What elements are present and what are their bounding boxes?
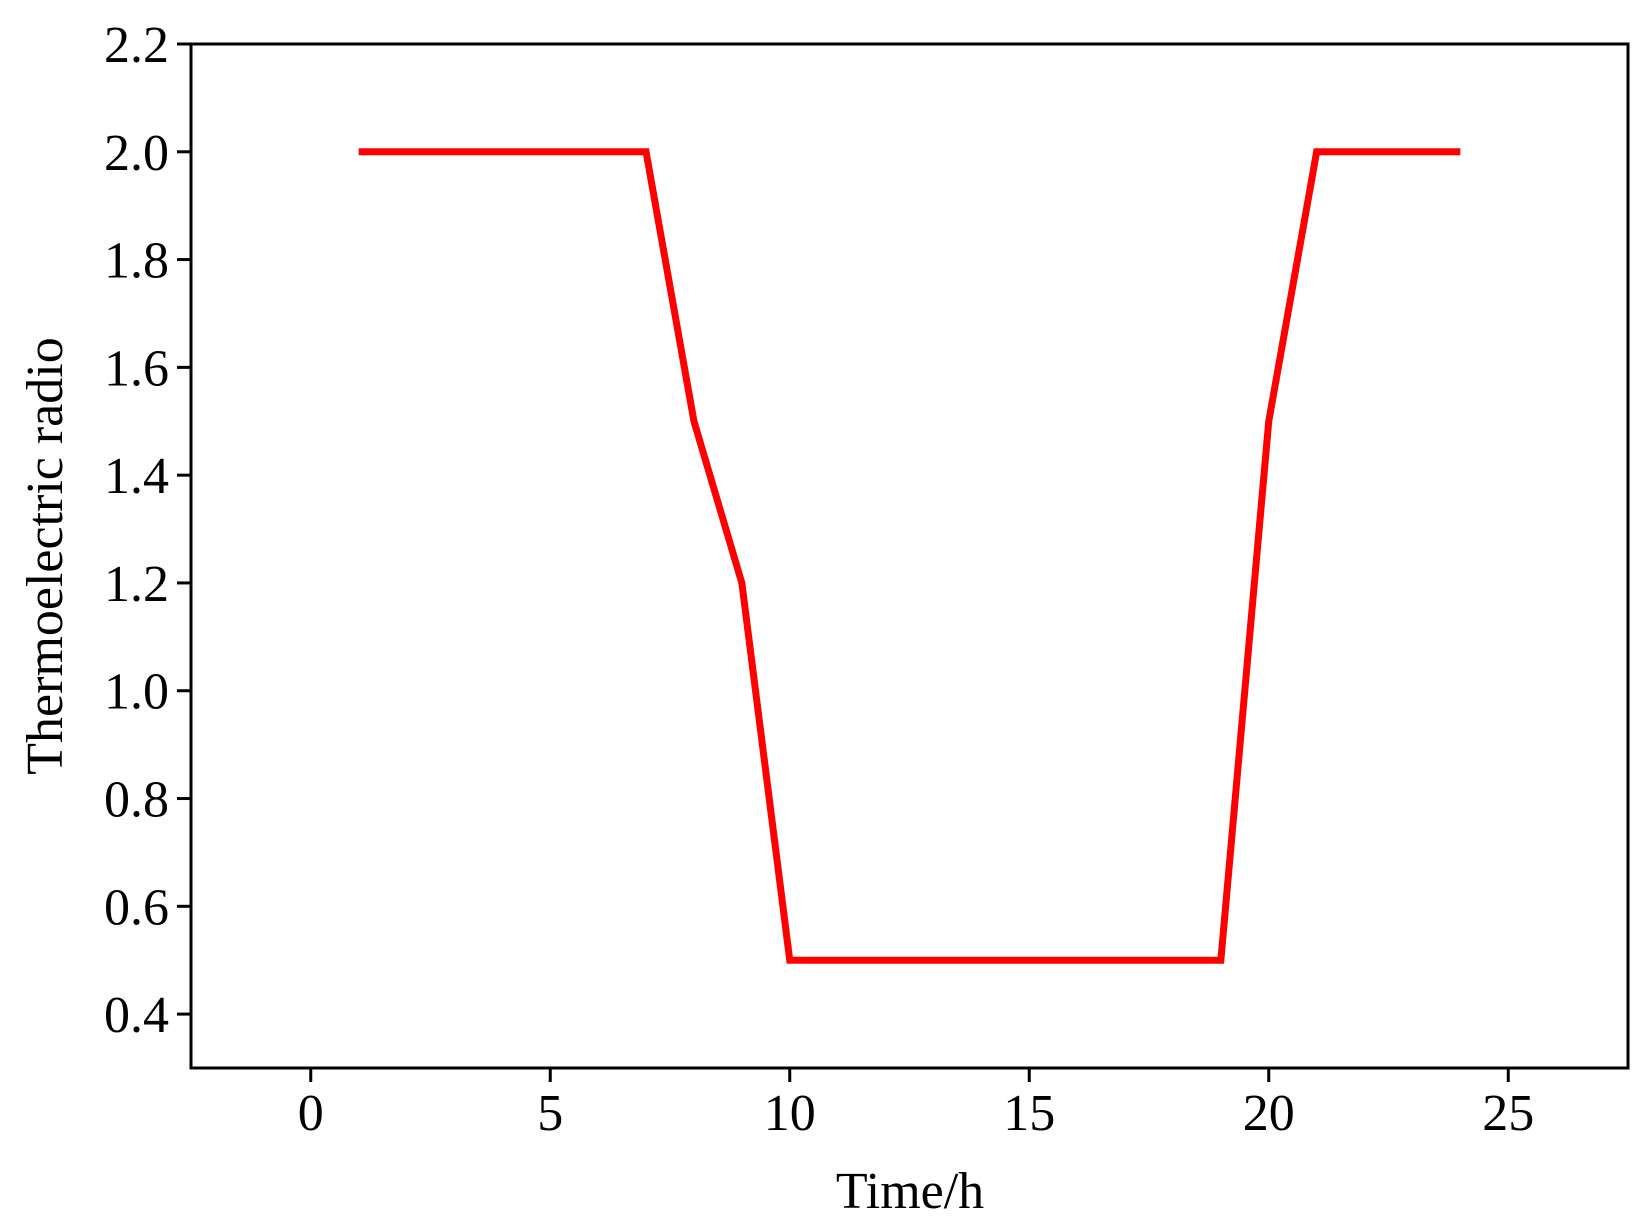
- y-tick-label: 2.2: [104, 17, 169, 74]
- y-tick-label: 1.8: [104, 233, 169, 290]
- x-tick-label: 10: [764, 1085, 816, 1142]
- y-tick-label: 1.2: [104, 556, 169, 613]
- y-axis-label: Thermoelectric radio: [17, 337, 74, 774]
- x-tick-label: 20: [1243, 1085, 1295, 1142]
- x-tick-label: 15: [1003, 1085, 1055, 1142]
- y-tick-label: 1.4: [104, 448, 169, 505]
- y-tick-label: 0.8: [104, 772, 169, 829]
- x-tick-label: 5: [537, 1085, 563, 1142]
- data-line: [358, 148, 1461, 964]
- x-tick-label: 0: [298, 1085, 324, 1142]
- y-tick-label: 0.4: [104, 987, 169, 1044]
- y-tick-label: 2.0: [104, 125, 169, 182]
- y-tick-label: 1.0: [104, 664, 169, 721]
- x-tick-label: 25: [1482, 1085, 1534, 1142]
- x-axis-label: Time/h: [836, 1163, 984, 1220]
- y-tick-label: 1.6: [104, 340, 169, 397]
- plot-frame: [189, 42, 1630, 1070]
- y-tick-label: 0.6: [104, 879, 169, 936]
